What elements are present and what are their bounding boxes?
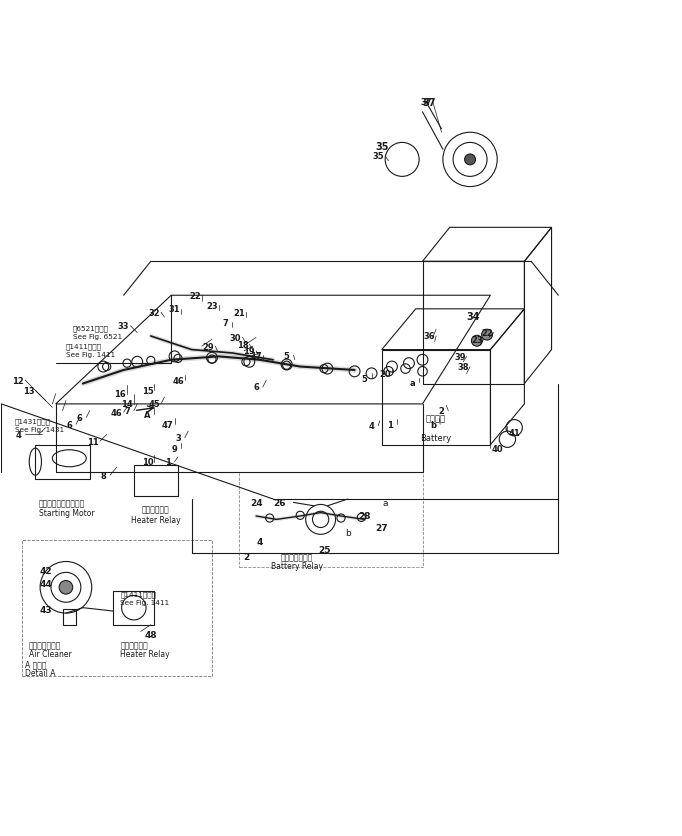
Text: 30: 30 — [230, 334, 241, 343]
Text: 第1411図参照: 第1411図参照 — [66, 344, 102, 350]
Text: 42: 42 — [40, 566, 52, 575]
Text: 29: 29 — [203, 342, 214, 351]
Text: 41: 41 — [508, 428, 520, 437]
Circle shape — [464, 155, 475, 166]
Text: 19: 19 — [243, 347, 255, 356]
Text: A 詳細図: A 詳細図 — [25, 659, 46, 668]
Text: 14: 14 — [121, 400, 133, 409]
Text: 31: 31 — [168, 305, 181, 314]
Text: 1: 1 — [387, 421, 393, 429]
Text: 6: 6 — [253, 383, 259, 392]
Text: 25: 25 — [318, 546, 330, 555]
Text: 24: 24 — [250, 498, 263, 507]
Text: 3: 3 — [175, 434, 181, 443]
Text: ヒータリレー: ヒータリレー — [120, 640, 148, 650]
Text: 2: 2 — [243, 553, 249, 562]
Text: 4: 4 — [256, 537, 263, 546]
Circle shape — [59, 581, 73, 594]
Text: 6: 6 — [66, 421, 72, 429]
Text: 第6521図参照: 第6521図参照 — [73, 325, 108, 332]
Text: 22: 22 — [481, 329, 493, 338]
Text: 4: 4 — [16, 431, 21, 440]
Text: 33: 33 — [118, 322, 130, 331]
Text: 2: 2 — [439, 407, 445, 415]
Text: スターティングモータ: スターティングモータ — [39, 498, 85, 507]
Text: Detail A: Detail A — [25, 668, 56, 677]
Text: 43: 43 — [40, 604, 52, 614]
Text: 20: 20 — [379, 370, 391, 379]
Text: 34: 34 — [466, 311, 480, 321]
Text: 38: 38 — [458, 363, 469, 372]
Text: 32: 32 — [149, 308, 160, 318]
Text: See Fig. 6521: See Fig. 6521 — [73, 334, 122, 339]
Text: b: b — [345, 529, 351, 538]
Text: ヒータリレー: ヒータリレー — [142, 505, 169, 514]
Text: 47: 47 — [162, 421, 174, 429]
Text: Battery Relay: Battery Relay — [271, 562, 323, 570]
Text: 26: 26 — [273, 498, 286, 507]
Text: 第1411図参照: 第1411図参照 — [120, 591, 156, 598]
Text: 12: 12 — [12, 376, 25, 385]
Text: 35: 35 — [375, 141, 389, 151]
Text: See Fig. 1431: See Fig. 1431 — [15, 426, 64, 432]
Text: a: a — [409, 378, 415, 387]
Text: 5: 5 — [284, 351, 290, 360]
Text: 17: 17 — [250, 351, 262, 360]
Text: Battery: Battery — [421, 434, 451, 443]
Text: 9: 9 — [172, 444, 177, 453]
Text: A: A — [144, 410, 151, 419]
Text: 27: 27 — [375, 523, 388, 533]
Text: b: b — [430, 421, 436, 429]
Circle shape — [481, 330, 492, 340]
Text: 13: 13 — [23, 386, 34, 395]
Text: See Fig. 1411: See Fig. 1411 — [66, 352, 115, 358]
Text: Air Cleaner: Air Cleaner — [29, 650, 72, 659]
Text: 21: 21 — [233, 308, 245, 318]
Circle shape — [471, 336, 482, 347]
Text: 23: 23 — [471, 335, 483, 344]
Text: バッテリ: バッテリ — [426, 414, 446, 422]
Text: Starting Motor: Starting Motor — [39, 508, 94, 517]
Text: 15: 15 — [142, 386, 153, 395]
Text: Heater Relay: Heater Relay — [120, 650, 170, 659]
Text: 46: 46 — [172, 376, 184, 385]
Text: 7: 7 — [124, 407, 130, 415]
Text: 23: 23 — [206, 302, 218, 310]
Text: 4: 4 — [369, 421, 374, 431]
Text: 39: 39 — [454, 353, 466, 361]
Text: エアークリーナ: エアークリーナ — [29, 640, 61, 650]
Text: 6: 6 — [76, 414, 83, 422]
Text: 7: 7 — [222, 319, 228, 328]
Text: 48: 48 — [145, 630, 157, 640]
Text: 37: 37 — [423, 98, 436, 108]
Text: 8: 8 — [100, 472, 106, 480]
Text: 第1431図参照: 第1431図参照 — [15, 418, 51, 425]
Text: 46: 46 — [111, 408, 123, 417]
Text: 35: 35 — [372, 152, 384, 161]
Text: 18: 18 — [237, 340, 248, 349]
Text: 28: 28 — [359, 512, 371, 521]
Text: 37: 37 — [420, 98, 432, 107]
Text: 44: 44 — [39, 579, 52, 589]
Text: 16: 16 — [115, 390, 126, 399]
Text: バッテリリレー: バッテリリレー — [281, 553, 313, 562]
Text: 11: 11 — [87, 437, 99, 446]
Text: 1: 1 — [165, 457, 170, 466]
Text: 5: 5 — [362, 375, 368, 383]
Text: See Fig. 1411: See Fig. 1411 — [120, 599, 169, 605]
Text: 22: 22 — [189, 292, 201, 300]
Text: Heater Relay: Heater Relay — [131, 515, 180, 524]
Text: 36: 36 — [424, 332, 435, 341]
Text: a: a — [383, 498, 388, 507]
Text: 10: 10 — [142, 457, 153, 466]
Text: 45: 45 — [149, 400, 160, 409]
Text: 40: 40 — [492, 444, 503, 453]
